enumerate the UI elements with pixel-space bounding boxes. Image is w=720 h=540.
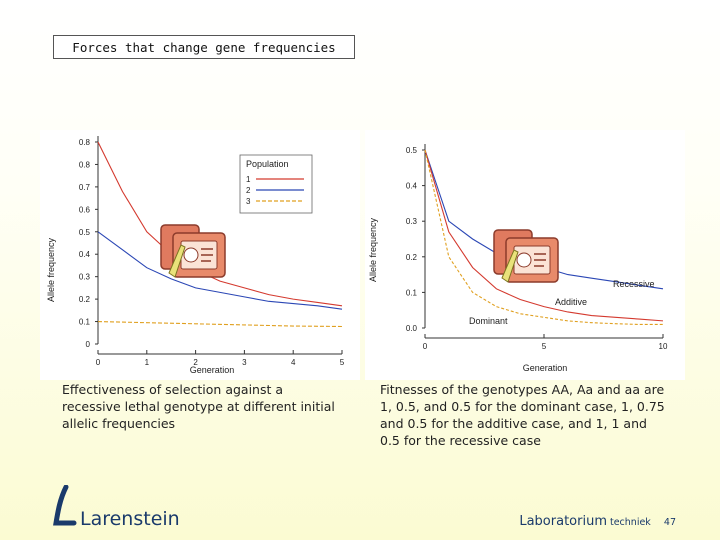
y-tick-label: 0.5 [406, 146, 418, 155]
slide-title: Forces that change gene frequencies [53, 35, 355, 59]
y-tick-label: 0.8 [79, 138, 91, 147]
larenstein-logo [53, 485, 77, 526]
x-axis-label: Generation [523, 363, 568, 373]
y-tick-label: 0.2 [79, 295, 91, 304]
page-number: 47 [663, 517, 676, 528]
y-axis-label: Allele frequency [368, 217, 378, 282]
series-line-1 [97, 141, 343, 307]
chart-left: 0 0.1 0.2 0.3 0.4 0.5 0.6 0.7 0.8 0.8 0 1 2 3 4 5 Popul… [40, 130, 360, 380]
y-tick-label: 0.3 [406, 217, 418, 226]
x-tick-label: 10 [659, 342, 668, 351]
x-axis-label: Generation [190, 365, 235, 375]
y-tick-label: 0.4 [79, 250, 91, 259]
y-tick-label: 0.6 [79, 205, 91, 214]
legend-entry-label: 3 [246, 197, 251, 206]
series-line-3 [97, 321, 343, 328]
y-tick-label: 0 [86, 340, 91, 349]
y-tick-label: 0.4 [406, 182, 418, 191]
footer-sub: techniek [609, 517, 651, 528]
series-label: Dominant [469, 316, 508, 326]
x-tick-label: 0 [96, 358, 101, 367]
x-tick-label: 2 [193, 358, 198, 367]
logo-text: Larenstein [80, 508, 180, 530]
legend-entry-label: 2 [246, 186, 251, 195]
x-tick-label: 5 [340, 358, 345, 367]
series-label: Additive [555, 297, 587, 307]
series-line-additive [424, 149, 664, 322]
y-tick-label: 0.5 [79, 228, 91, 237]
x-tick-label: 5 [542, 342, 547, 351]
x-tick-label: 0 [423, 342, 428, 351]
y-tick-label: 0.7 [79, 183, 91, 192]
legend-frame [239, 154, 313, 214]
y-tick-label: 0.1 [406, 288, 418, 297]
presentation-clipart-icon [160, 224, 226, 278]
footer-main: Laboratorium [519, 514, 607, 529]
y-tick-label: 0.2 [406, 253, 418, 262]
caption-right: Fitnesses of the genotypes AA, Aa and aa… [380, 382, 665, 448]
caption-left: Effectiveness of selection against a rec… [62, 382, 335, 431]
x-tick-label: 3 [242, 358, 247, 367]
x-tick-label: 4 [291, 358, 296, 367]
series-line-2 [97, 231, 343, 310]
footer: Laboratorium techniek 47 [519, 510, 676, 529]
legend-entry-label: 1 [246, 175, 251, 184]
y-tick-label: 0.3 [79, 273, 91, 282]
series-label: Recessive [613, 279, 655, 289]
series-line-dominant [424, 149, 663, 325]
y-tick-label: 0.0 [406, 324, 418, 333]
legend: Population 1 2 3 [239, 154, 313, 214]
presentation-clipart-icon [493, 229, 559, 283]
y-axis-label: Allele frequency [46, 237, 56, 302]
legend-title: Population [246, 159, 289, 169]
y-tick-label: 0.1 [79, 318, 91, 327]
x-tick-label: 1 [145, 358, 150, 367]
y-tick-label: 0.8 [79, 160, 91, 169]
